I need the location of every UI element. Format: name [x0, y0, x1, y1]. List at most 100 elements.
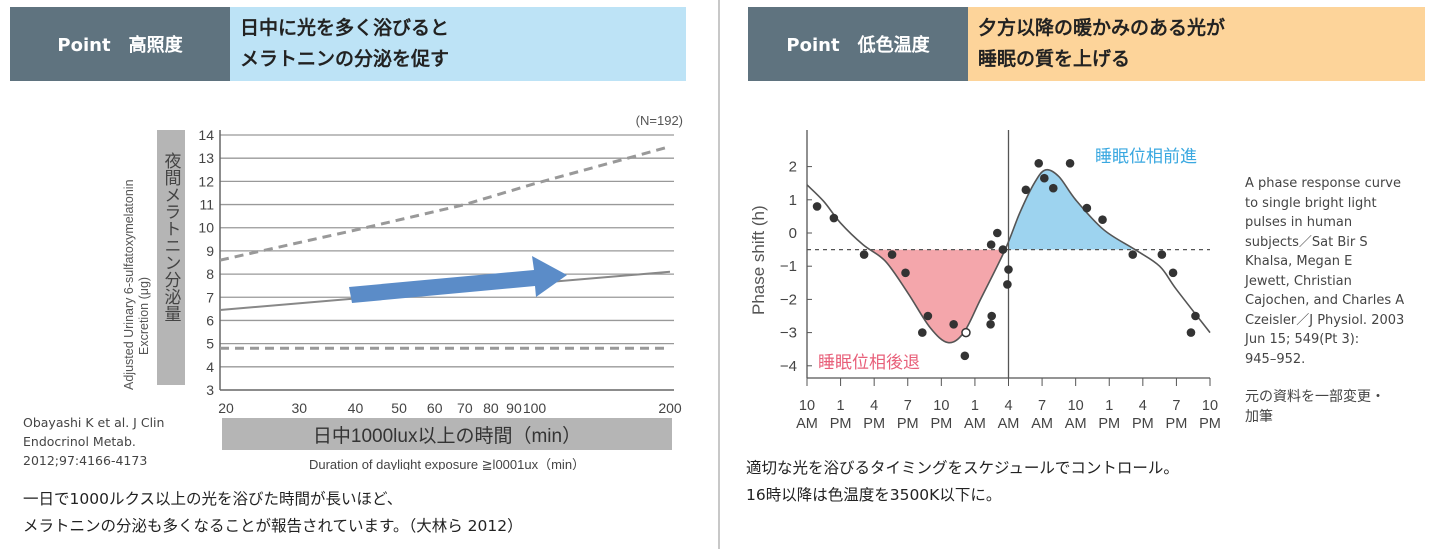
- reference-line: subjects／Sat Bir S: [1245, 234, 1368, 250]
- x-tick-label: 60: [427, 400, 443, 416]
- x-tick-label: 4: [1139, 398, 1147, 414]
- data-point: [859, 250, 869, 259]
- x-tick-label: 100: [523, 400, 547, 416]
- x-tick-label: AM: [998, 416, 1020, 432]
- data-point: [1004, 265, 1013, 274]
- y-tick-label: 14: [198, 127, 214, 143]
- data-point: [1040, 173, 1049, 183]
- xlabel-ja: 日中1000lux以上の時間（min）: [313, 425, 581, 447]
- reference-line: Jun 15; 549(Pt 3):: [1245, 332, 1360, 347]
- ylabel: Phase shift (h): [749, 205, 768, 315]
- x-tick-label: 1: [837, 398, 845, 414]
- increase-arrow: [349, 256, 567, 303]
- y-tick-label: −2: [780, 291, 797, 308]
- xlabel-ja-box: [222, 418, 672, 450]
- data-point: [949, 320, 958, 329]
- data-point: [1157, 250, 1167, 259]
- y-tick-label: 4: [206, 359, 214, 375]
- data-point: [1168, 268, 1178, 278]
- citation-left: Obayashi K et al. J Clin Endocrinol Meta…: [23, 413, 164, 470]
- data-point: [1048, 183, 1058, 193]
- reference-line: 945–952.: [1245, 351, 1306, 367]
- y-tick-label: 5: [206, 336, 214, 352]
- caption-right: 適切な光を浴びるタイミングをスケジュールでコントロール。 16時以降は色温度を3…: [746, 455, 1179, 509]
- x-tick-label: PM: [1166, 416, 1188, 432]
- data-point: [829, 213, 839, 223]
- advance-label: 睡眠位相前進: [1095, 147, 1197, 166]
- data-point: [1128, 250, 1138, 259]
- x-tick-label: 10: [933, 398, 949, 414]
- x-tick-label: 10: [799, 398, 815, 414]
- xlabel-en: Duration of daylight exposure ≧l0001ux（m…: [309, 457, 585, 470]
- y-tick-label: 12: [198, 173, 214, 189]
- point-label-left: Point 高照度: [10, 7, 230, 81]
- citation-line: Obayashi K et al. J Clin: [23, 415, 165, 430]
- y-tick-label: 6: [206, 312, 214, 328]
- x-tick-label: 80: [483, 400, 499, 416]
- headline-line: 日中に光を多く浴びると: [240, 17, 450, 39]
- x-tick-label: 4: [1004, 398, 1012, 414]
- melatonin-chart: (N=192) 3 4 5 6 7 8 9 10 11 12 13 14 20 30 40 50 60 70 80 9…: [122, 113, 683, 470]
- ylabel-ja: 夜間メラトニン分泌量: [162, 152, 182, 322]
- sample-size: (N=192): [636, 113, 683, 128]
- headline-right: 夕方以降の暖かみのある光が 睡眠の質を上げる: [968, 7, 1425, 81]
- headline-line: メラトニンの分泌を促す: [240, 48, 450, 70]
- headline-line: 夕方以降の暖かみのある光が: [978, 17, 1226, 39]
- x-tick-label: 10: [1202, 398, 1218, 414]
- series-line-1: [219, 145, 671, 262]
- caption-left: 一日で1000ルクス以上の光を浴びた時間が長いほど、 メラトニンの分泌も多くなる…: [23, 486, 523, 540]
- y-tick-label: 7: [206, 289, 214, 305]
- data-point: [1098, 215, 1107, 225]
- delay-label: 睡眠位相後退: [818, 353, 920, 372]
- data-point: [918, 328, 927, 337]
- reference-right: A phase response curve to single bright l…: [1245, 174, 1404, 427]
- reference-line: A phase response curve: [1245, 176, 1401, 191]
- data-point: [1021, 185, 1031, 195]
- x-tick-label: AM: [964, 416, 986, 432]
- reference-line: to single bright light: [1245, 195, 1377, 211]
- y-tick-label: 11: [199, 197, 214, 213]
- x-tick-label: AM: [1031, 416, 1053, 432]
- x-tick-label: PM: [863, 416, 885, 432]
- data-point: [1065, 158, 1075, 168]
- point-label-right: Point 低色温度: [748, 7, 968, 81]
- data-point: [960, 351, 970, 361]
- reference-line: Jewett, Christian: [1245, 273, 1352, 289]
- data-point: [987, 311, 997, 321]
- x-tick-label: 30: [291, 400, 307, 416]
- y-tick-label: −4: [780, 358, 797, 375]
- note-line: 加筆: [1245, 408, 1273, 425]
- data-point: [986, 240, 996, 249]
- data-point: [923, 311, 933, 321]
- ylabel-ja-box: [157, 130, 185, 385]
- y-tick-label: 0: [789, 225, 797, 242]
- x-tick-label: 1: [1105, 398, 1113, 414]
- y-tick-label: 3: [206, 382, 214, 398]
- x-tick-label: PM: [1098, 416, 1120, 432]
- reference-line: Khalsa, Megan E: [1245, 254, 1353, 269]
- x-tick-label: 7: [904, 398, 912, 414]
- data-point: [812, 202, 822, 211]
- ylabel-en: Excretion (μg): [137, 277, 151, 355]
- y-tick-label: 1: [789, 192, 797, 209]
- x-tick-label: 7: [1038, 398, 1046, 414]
- x-tick-label: 50: [391, 400, 407, 416]
- y-tick-label: −1: [780, 258, 797, 275]
- x-tick-label: 1: [971, 398, 979, 414]
- data-point: [887, 250, 897, 259]
- reference-line: pulses in human: [1245, 215, 1353, 230]
- x-tick-label: 200: [658, 400, 682, 416]
- data-point: [1186, 328, 1196, 337]
- y-tick-label: 9: [206, 243, 214, 259]
- x-tick-label: 90: [506, 400, 522, 416]
- x-tick-label: 4: [870, 398, 878, 414]
- reference-line: Czeisler／J Physiol. 2003: [1245, 312, 1405, 328]
- data-point: [986, 320, 995, 329]
- delay-area: [851, 249, 1009, 343]
- headline-line: 睡眠の質を上げる: [978, 48, 1131, 70]
- x-tick-label: PM: [1132, 416, 1154, 432]
- x-tick-label: 40: [348, 400, 364, 416]
- x-tick-label: PM: [897, 416, 919, 432]
- data-point: [1034, 158, 1044, 168]
- x-tick-label: 10: [1068, 398, 1084, 414]
